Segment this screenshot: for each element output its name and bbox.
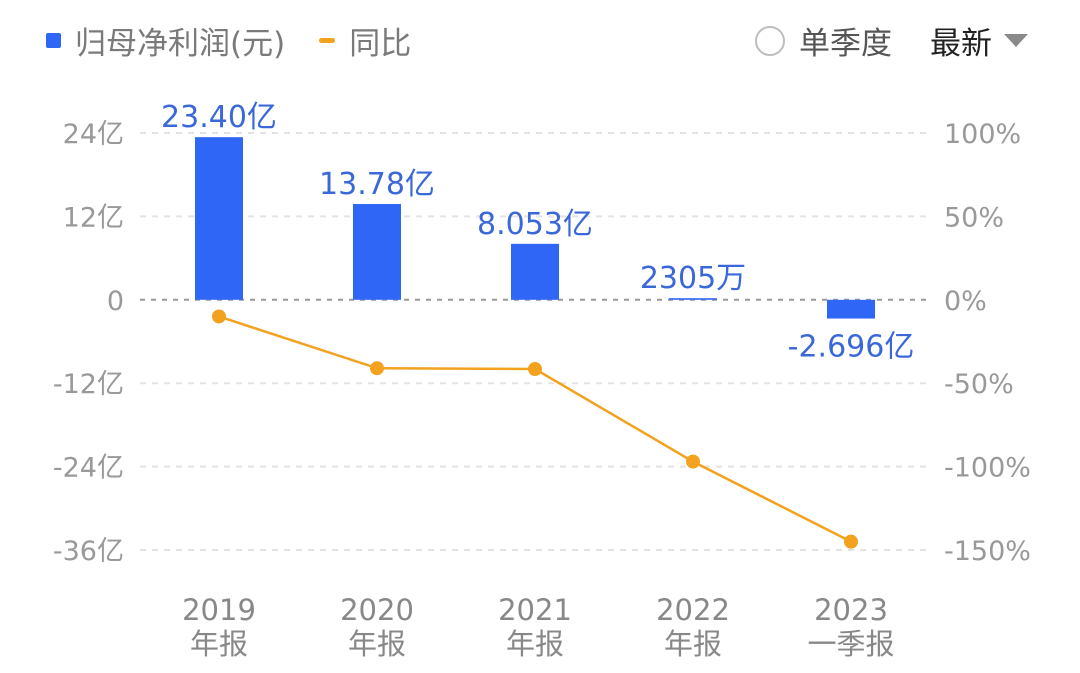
y-left-tick-label: 24亿 <box>63 119 124 150</box>
x-tick-label-period: 一季报 <box>807 627 894 661</box>
bar <box>669 298 717 300</box>
bar <box>353 204 401 300</box>
legend-item-yoy[interactable]: 同比 <box>319 18 411 63</box>
bar-data-label: 13.78亿 <box>319 167 435 202</box>
yoy-point <box>844 534 858 549</box>
bar <box>827 299 875 319</box>
yoy-point <box>212 309 226 324</box>
single-quarter-label[interactable]: 单季度 <box>799 26 892 62</box>
y-right-tick-label: 100% <box>944 119 1021 150</box>
x-tick-label-year: 2019 <box>182 593 256 627</box>
bar-data-label: -2.696亿 <box>788 330 915 365</box>
yoy-point <box>370 361 384 376</box>
x-tick-label-year: 2023 <box>814 593 888 627</box>
y-left-tick-label: 12亿 <box>63 202 124 233</box>
x-tick-label-year: 2020 <box>340 593 414 627</box>
yoy-line <box>218 315 852 543</box>
yoy-point <box>686 454 700 469</box>
legend-item-profit[interactable]: 归母净利润(元) <box>46 18 285 63</box>
period-dropdown-label: 最新 <box>930 26 992 62</box>
chevron-down-icon <box>1004 34 1028 47</box>
period-dropdown[interactable]: 最新 <box>930 18 1028 63</box>
bar-data-label: 8.053亿 <box>477 207 593 242</box>
bar-data-label: 2305万 <box>640 261 746 296</box>
legend-label-yoy: 同比 <box>349 26 412 62</box>
y-left-tick-label: 0 <box>107 286 124 317</box>
y-right-tick-label: 50% <box>944 202 1004 233</box>
y-right-tick-label: -50% <box>944 369 1014 400</box>
chart-controls: 单季度 最新 <box>755 18 1028 63</box>
bar <box>195 137 243 300</box>
y-right-tick-label: -150% <box>944 536 1031 567</box>
y-right-tick-label: -100% <box>944 453 1031 484</box>
x-tick-label-year: 2021 <box>498 593 572 627</box>
yoy-point <box>528 362 542 377</box>
x-tick-label-period: 年报 <box>190 627 248 661</box>
x-tick-label-period: 年报 <box>506 627 564 661</box>
line-swatch-icon <box>319 38 336 43</box>
x-tick-label-period: 年报 <box>664 627 722 661</box>
bar-swatch-icon <box>46 33 61 48</box>
single-quarter-radio[interactable] <box>755 25 785 56</box>
bar <box>511 243 559 300</box>
y-right-tick-label: 0% <box>944 286 987 317</box>
bar-data-label: 23.40亿 <box>161 100 277 135</box>
x-tick-label-year: 2022 <box>656 593 730 627</box>
y-left-tick-label: -24亿 <box>53 453 124 484</box>
y-left-tick-label: -12亿 <box>53 369 124 400</box>
legend-label-profit: 归母净利润(元) <box>75 26 286 62</box>
y-left-tick-label: -36亿 <box>53 536 124 567</box>
x-tick-label-period: 年报 <box>348 627 406 661</box>
chart-legend: 归母净利润(元) 同比 <box>46 18 445 63</box>
